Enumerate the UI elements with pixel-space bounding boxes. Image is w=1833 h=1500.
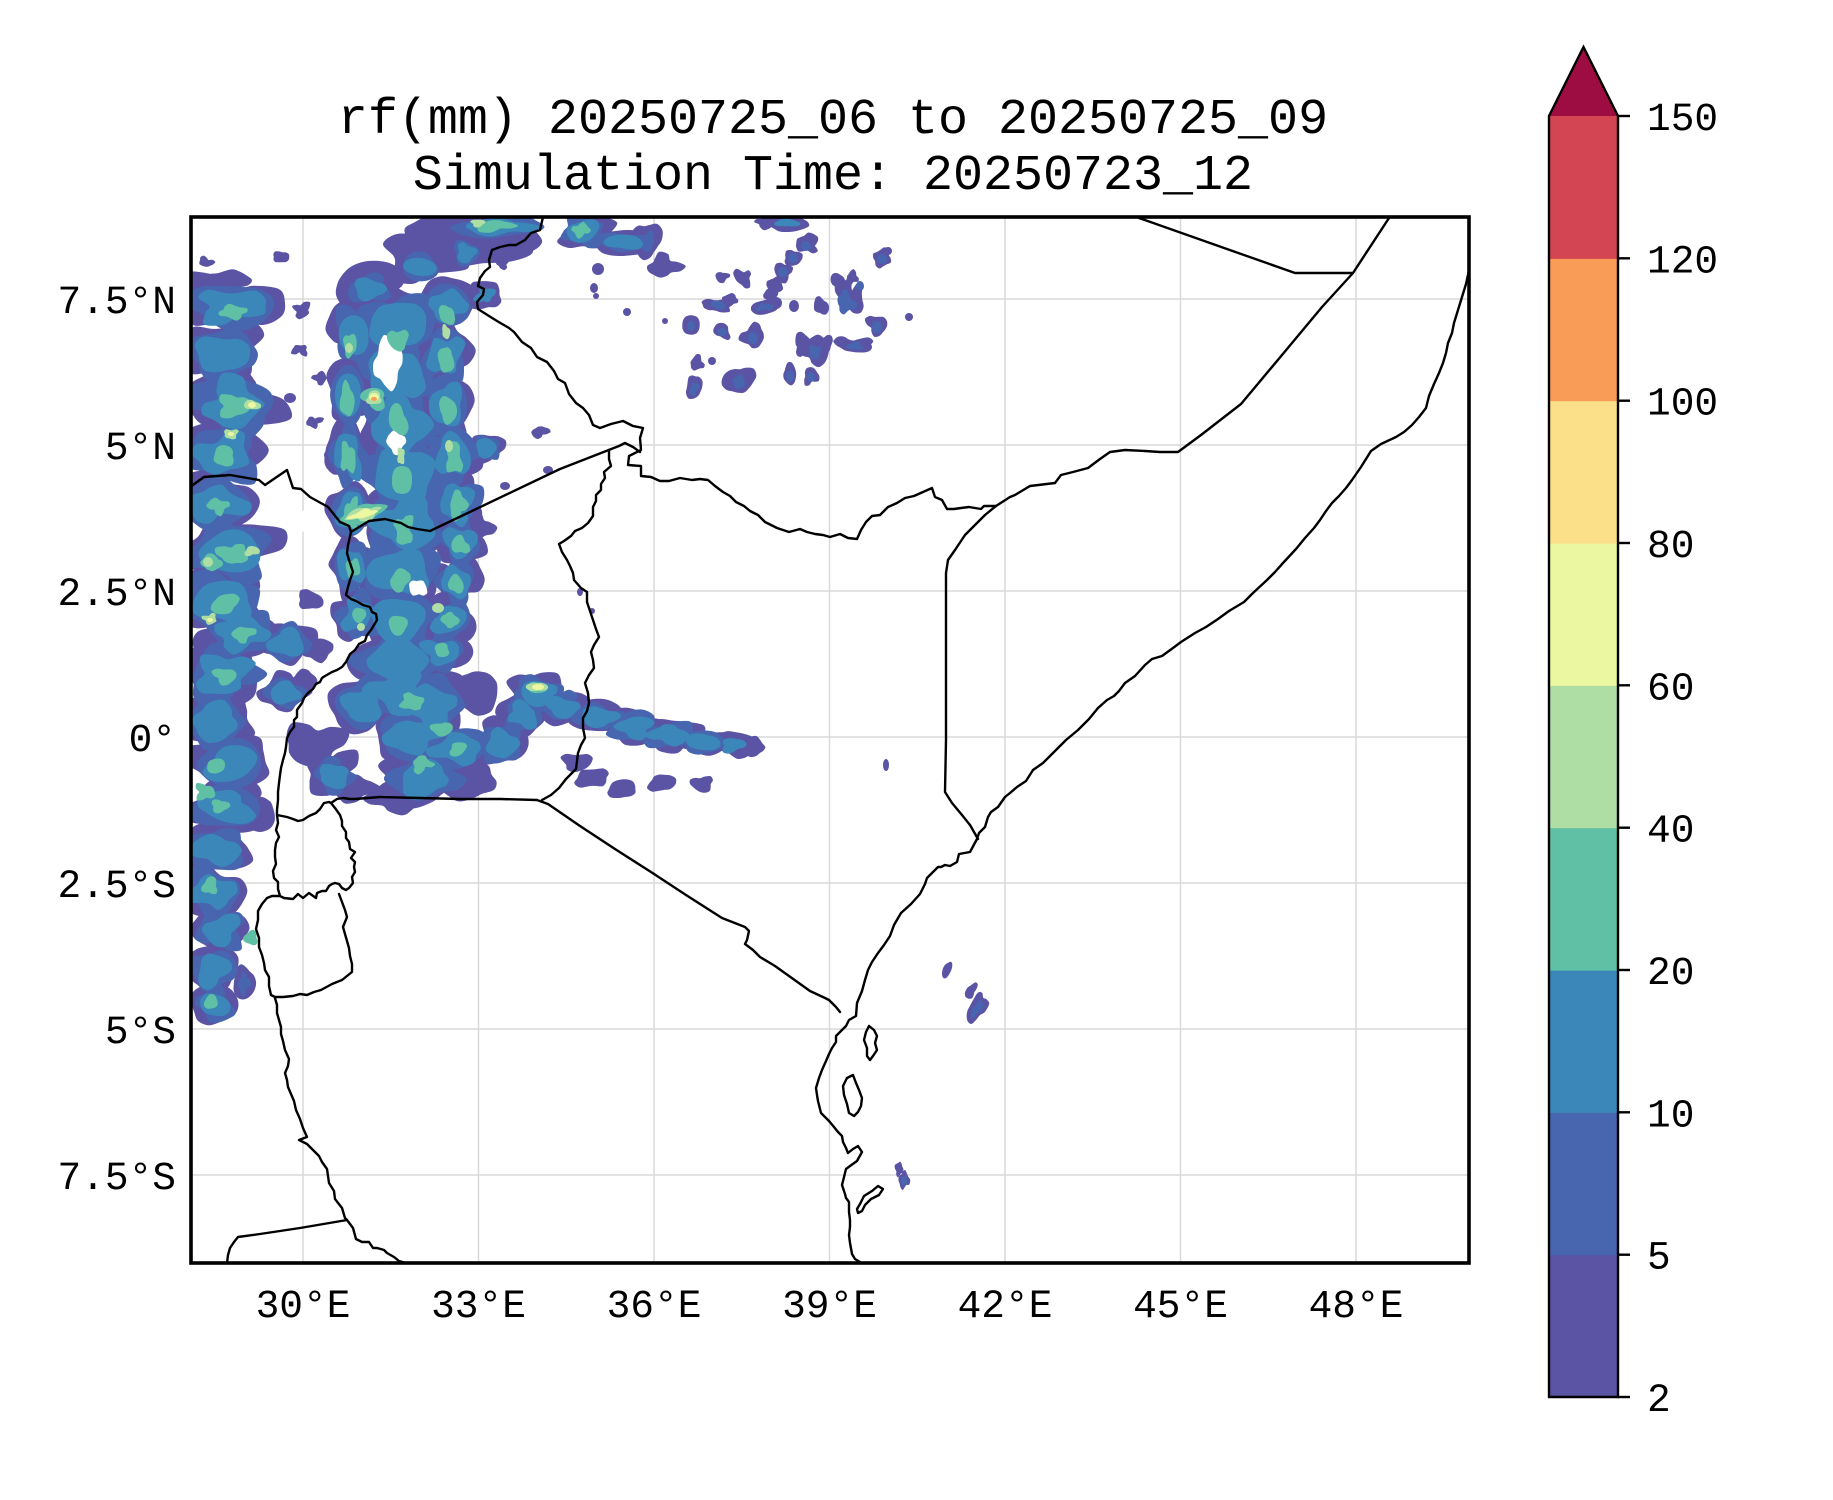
svg-text:33°E: 33°E xyxy=(431,1284,526,1329)
svg-text:5: 5 xyxy=(1647,1236,1671,1281)
svg-text:39°E: 39°E xyxy=(782,1284,877,1329)
svg-text:0°: 0° xyxy=(129,718,176,763)
svg-text:30°E: 30°E xyxy=(256,1284,351,1329)
svg-text:42°E: 42°E xyxy=(958,1284,1053,1329)
svg-text:10: 10 xyxy=(1647,1093,1694,1138)
svg-text:80: 80 xyxy=(1647,524,1694,569)
svg-text:45°E: 45°E xyxy=(1133,1284,1228,1329)
svg-text:rf(mm) 20250725_06 to 20250725: rf(mm) 20250725_06 to 20250725_09 xyxy=(338,92,1328,149)
svg-text:5°N: 5°N xyxy=(105,426,176,471)
svg-text:120: 120 xyxy=(1647,239,1718,284)
svg-text:7.5°S: 7.5°S xyxy=(57,1156,176,1201)
svg-text:150: 150 xyxy=(1647,97,1718,142)
svg-text:5°S: 5°S xyxy=(105,1010,176,1055)
svg-text:100: 100 xyxy=(1647,382,1718,427)
svg-text:7.5°N: 7.5°N xyxy=(57,280,176,325)
svg-text:60: 60 xyxy=(1647,666,1694,711)
svg-text:40: 40 xyxy=(1647,809,1694,854)
svg-text:20: 20 xyxy=(1647,951,1694,996)
svg-text:2.5°S: 2.5°S xyxy=(57,864,176,909)
svg-text:48°E: 48°E xyxy=(1309,1284,1404,1329)
svg-text:36°E: 36°E xyxy=(607,1284,702,1329)
svg-text:2.5°N: 2.5°N xyxy=(57,572,176,617)
svg-text:2: 2 xyxy=(1647,1378,1671,1423)
svg-text:Simulation Time: 20250723_12: Simulation Time: 20250723_12 xyxy=(413,148,1253,205)
